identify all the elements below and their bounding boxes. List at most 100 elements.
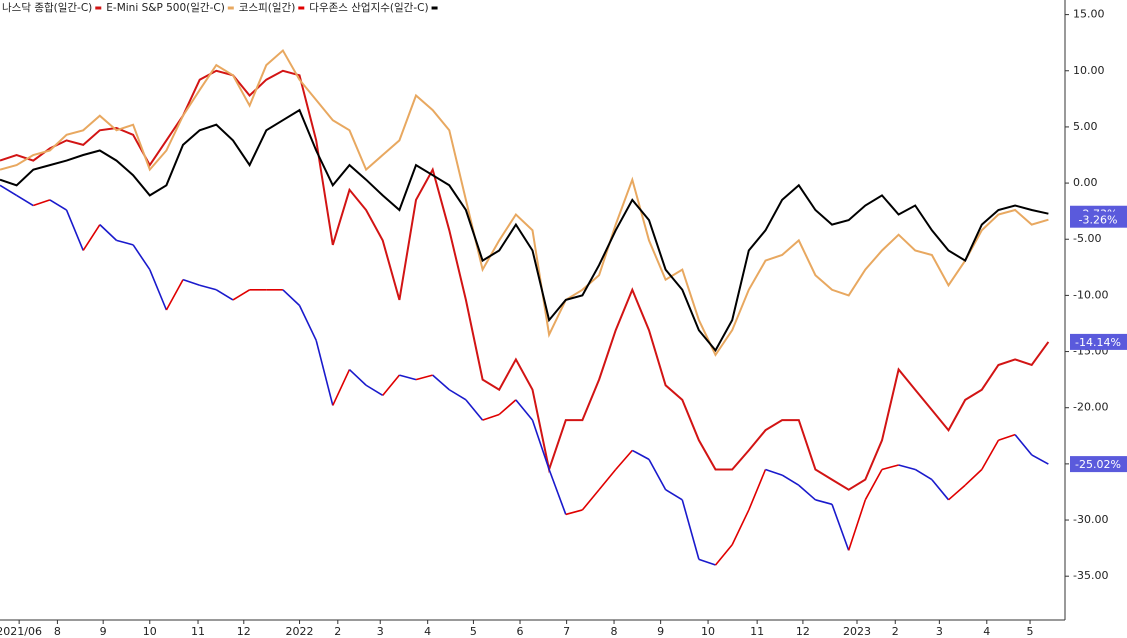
y-tick-label: -10.00: [1073, 288, 1108, 301]
x-tick-label: 6: [517, 625, 524, 638]
x-tick-label: 5: [1027, 625, 1034, 638]
x-tick-label: 2022: [286, 625, 314, 638]
series-line: [0, 108, 1049, 353]
kospi-segment: [615, 449, 633, 471]
x-tick-label: 2: [334, 625, 341, 638]
x-tick-label: 11: [191, 625, 205, 638]
kospi-segment: [182, 278, 200, 287]
kospi-segment: [315, 340, 334, 406]
y-tick-label: -5.00: [1073, 232, 1101, 245]
kospi-segment: [0, 184, 18, 197]
legend-label: 다우존스 산업지수(일간-C): [309, 1, 428, 14]
kospi-segment: [731, 509, 750, 546]
series-line: [0, 69, 1050, 491]
kospi-segment: [515, 399, 534, 421]
kospi-segment: [981, 439, 1000, 470]
kospi-segment: [332, 369, 351, 406]
x-tick-label: 3: [936, 625, 943, 638]
x-tick-label: 8: [54, 625, 61, 638]
x-tick-label: 5: [470, 625, 477, 638]
kospi-segment: [947, 484, 966, 501]
kospi-segment: [964, 468, 983, 486]
kospi-segment: [199, 284, 217, 291]
end-label: -3.26%: [1079, 214, 1118, 227]
x-tick-label: 2: [892, 625, 899, 638]
kospi-segment: [1014, 434, 1033, 456]
legend-label: 코스피(일간): [239, 1, 296, 14]
kospi-segment: [1031, 454, 1049, 465]
kospi-segment: [798, 484, 816, 501]
y-tick-label: 5.00: [1073, 120, 1098, 133]
kospi-segment: [82, 224, 101, 251]
kospi-segment: [847, 499, 867, 551]
kospi-segment: [16, 194, 34, 207]
kospi-segment: [132, 244, 151, 271]
y-tick-label: 0.00: [1073, 176, 1098, 189]
legend-label: E-Mini S&P 500(일간-C): [106, 1, 225, 14]
kospi-segment: [116, 239, 134, 246]
kospi-segment: [631, 449, 650, 461]
kospi-segment: [914, 468, 933, 481]
x-tick-label: 8: [611, 625, 618, 638]
end-label: -25.02%: [1075, 458, 1121, 471]
kospi-segment: [49, 199, 67, 211]
kospi-segment: [831, 504, 850, 551]
kospi-segment: [998, 433, 1016, 442]
legend-label: 나스닥 종합(일간-C): [2, 1, 92, 14]
end-label-box: [1070, 211, 1127, 228]
kospi-segment: [698, 558, 716, 566]
kospi-segment: [815, 499, 833, 506]
series-line: [0, 48, 1049, 357]
y-tick-label: 10.00: [1073, 64, 1105, 77]
end-label: -14.14%: [1075, 336, 1121, 349]
x-tick-label: 2021/06: [0, 625, 42, 638]
end-label-box: [1070, 456, 1127, 473]
kospi-segment: [531, 419, 550, 470]
y-tick-label: 15.00: [1073, 8, 1105, 21]
plot-area: [0, 48, 1050, 566]
kospi-segment: [581, 489, 600, 511]
kospi-segment: [748, 469, 767, 511]
kospi-segment: [482, 413, 500, 421]
kospi-segment: [898, 464, 916, 471]
x-tick-label: 4: [424, 625, 431, 638]
kospi-segment: [298, 305, 317, 341]
kospi-segment: [565, 509, 583, 516]
kospi-segment: [415, 374, 433, 381]
x-tick-label: 12: [796, 625, 810, 638]
kospi-segment: [382, 374, 400, 396]
kospi-segment: [348, 368, 367, 386]
x-tick-label: 10: [143, 625, 157, 638]
x-tick-label: 7: [563, 625, 570, 638]
x-tick-label: 11: [750, 625, 764, 638]
x-tick-label: 12: [237, 625, 251, 638]
kospi-segment: [365, 384, 384, 397]
kospi-segment: [931, 479, 950, 501]
kospi-segment: [681, 499, 700, 560]
kospi-segment: [881, 464, 899, 471]
x-tick-label: 3: [377, 625, 384, 638]
kospi-segment: [648, 458, 667, 491]
kospi-segment: [215, 289, 234, 301]
kospi-segment: [99, 224, 118, 241]
kospi-segment: [399, 374, 417, 381]
kospi-segment: [465, 399, 484, 421]
x-tick-label: 10: [701, 625, 715, 638]
end-label-box: [1070, 333, 1127, 350]
x-tick-label: 4: [983, 625, 990, 638]
x-tick-label: 9: [100, 625, 107, 638]
kospi-segment: [548, 469, 567, 515]
kospi-segment: [448, 389, 467, 401]
kospi-segment: [65, 209, 84, 251]
kospi-segment: [165, 279, 184, 311]
kospi-segment: [498, 399, 517, 416]
kospi-segment: [781, 474, 800, 486]
kospi-segment: [282, 289, 301, 307]
kospi-segment: [714, 544, 733, 566]
x-tick-label: 2023: [843, 625, 871, 638]
y-tick-label: -20.00: [1073, 401, 1108, 414]
kospi-segment: [765, 468, 783, 476]
kospi-segment: [33, 199, 51, 207]
